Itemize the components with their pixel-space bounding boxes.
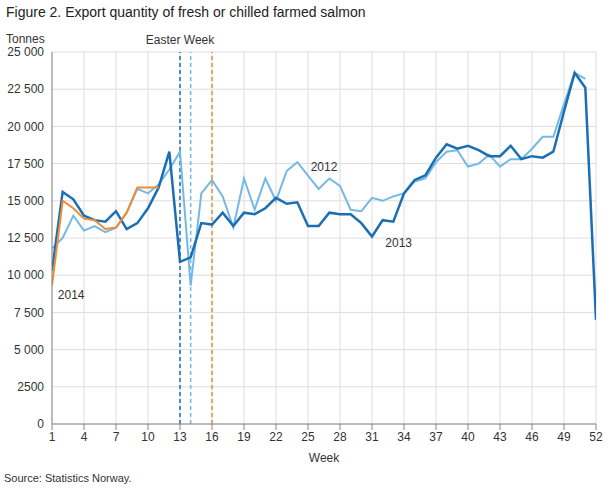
svg-text:49: 49 <box>557 430 571 444</box>
svg-text:10: 10 <box>141 430 155 444</box>
svg-text:2012: 2012 <box>311 160 338 174</box>
html-text:Figure 2. Export quantity of f: Figure 2. Export quantity of fresh or ch… <box>6 4 366 20</box>
svg-text:31: 31 <box>365 430 379 444</box>
svg-text:7 500: 7 500 <box>14 306 44 320</box>
html-text:Source: Statistics Norway.: Source: Statistics Norway. <box>4 472 132 484</box>
svg-text:17 500: 17 500 <box>8 157 44 171</box>
svg-text:28: 28 <box>333 430 347 444</box>
svg-text:19: 19 <box>237 430 251 444</box>
svg-text:40: 40 <box>461 430 475 444</box>
svg-text:43: 43 <box>493 430 507 444</box>
html-text:Tonnes: Tonnes <box>6 32 45 46</box>
svg-text:25 000: 25 000 <box>8 45 44 59</box>
svg-text:22 500: 22 500 <box>8 82 44 96</box>
svg-text:5 000: 5 000 <box>14 343 44 357</box>
svg-text:37: 37 <box>429 430 443 444</box>
svg-text:22: 22 <box>269 430 283 444</box>
svg-text:16: 16 <box>205 430 219 444</box>
svg-text:46: 46 <box>525 430 539 444</box>
svg-text:4: 4 <box>81 430 88 444</box>
svg-text:34: 34 <box>397 430 411 444</box>
svg-text:Week: Week <box>309 451 340 465</box>
svg-text:1: 1 <box>49 430 56 444</box>
svg-text:52: 52 <box>589 430 602 444</box>
svg-text:0: 0 <box>37 417 44 431</box>
svg-text:20 000: 20 000 <box>8 120 44 134</box>
svg-text:7: 7 <box>113 430 120 444</box>
svg-text:2500: 2500 <box>17 380 44 394</box>
svg-text:Easter Week: Easter Week <box>146 33 215 47</box>
svg-text:13: 13 <box>173 430 187 444</box>
svg-text:2014: 2014 <box>58 288 85 302</box>
svg-text:15 000: 15 000 <box>8 194 44 208</box>
svg-text:2013: 2013 <box>385 236 412 250</box>
svg-text:25: 25 <box>301 430 315 444</box>
svg-text:12 500: 12 500 <box>8 231 44 245</box>
svg-text:10 000: 10 000 <box>8 268 44 282</box>
